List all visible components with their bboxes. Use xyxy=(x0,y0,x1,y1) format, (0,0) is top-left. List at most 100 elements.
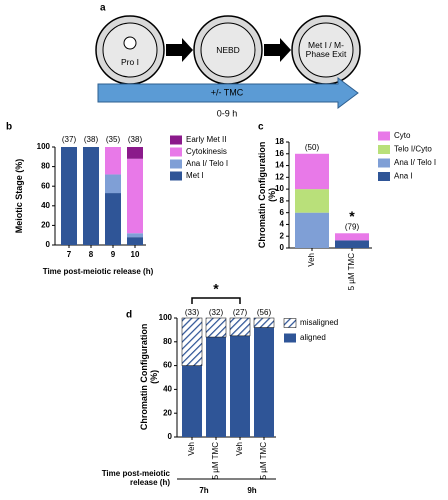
stages xyxy=(95,15,361,85)
bar-segment xyxy=(83,147,99,245)
legend-label: Met I xyxy=(186,171,204,180)
legend-label: Telo I/Cyto xyxy=(394,145,432,154)
n-label: (27) xyxy=(233,308,248,317)
stage-arrow xyxy=(166,38,291,62)
y-tick-label: 40 xyxy=(41,201,50,210)
legend-label: Early Met II xyxy=(186,135,226,144)
x-tick-label: Veh xyxy=(187,442,196,456)
y-tick-label: 0 xyxy=(280,243,285,252)
bar-segment xyxy=(127,158,143,234)
bar-segment xyxy=(127,237,143,245)
legend-swatch xyxy=(170,135,182,145)
bar-segment xyxy=(335,240,369,248)
x-tick-label: 7 xyxy=(67,250,72,259)
y-tick-label: 18 xyxy=(275,137,284,146)
treatment-arrow xyxy=(97,77,359,109)
group-label: 9h xyxy=(247,486,256,495)
legend-label: aligned xyxy=(300,333,326,342)
legend-swatch xyxy=(170,159,182,169)
legend-swatch xyxy=(378,158,390,168)
y-tick-label: 6 xyxy=(280,208,285,217)
n-label: (37) xyxy=(62,135,77,144)
bar-segment xyxy=(295,212,329,248)
bar-segment xyxy=(295,153,329,190)
x-tick-label: 10 xyxy=(131,250,140,259)
bar-segment xyxy=(105,193,121,245)
bracket xyxy=(191,297,241,304)
y-tick-label: 12 xyxy=(275,172,284,181)
panel-label: d xyxy=(126,310,132,321)
y-tick-label: 60 xyxy=(163,361,172,370)
legend-label: Ana I/ Telo I xyxy=(186,159,228,168)
panel-label: a xyxy=(100,3,106,14)
stage-label: Pro I xyxy=(121,56,139,67)
x-axis-title: Time post-meiotic release (h) xyxy=(43,267,154,276)
legend-swatch xyxy=(283,318,297,328)
x-tick-label: 8 xyxy=(89,250,94,259)
y-tick-label: 10 xyxy=(275,184,284,193)
stage-label: NEBD xyxy=(216,44,240,55)
n-label: (38) xyxy=(128,135,143,144)
y-tick-label: 14 xyxy=(275,161,284,170)
x-tick-label: 9 xyxy=(111,250,116,259)
legend-swatch xyxy=(378,131,390,141)
legend-swatch xyxy=(378,172,390,181)
y-tick-label: 16 xyxy=(275,149,284,158)
arrow-label: +/- TMC xyxy=(211,87,244,97)
bar-segment xyxy=(206,337,226,437)
y-tick-label: 8 xyxy=(280,196,285,205)
legend-swatch xyxy=(284,333,296,343)
bracket-label: * xyxy=(213,281,219,297)
panel-label: c xyxy=(258,122,264,133)
bar-segment xyxy=(127,147,143,159)
y-tick-label: 100 xyxy=(159,313,173,322)
legend-label: Ana I xyxy=(394,172,413,181)
legend-label: Cyto xyxy=(394,131,411,140)
n-label: (38) xyxy=(84,135,99,144)
bar-segment xyxy=(181,317,203,366)
y-tick-label: 2 xyxy=(280,231,285,240)
bar-segment xyxy=(253,317,275,328)
x-tick-label: 5 µM TMC xyxy=(211,442,220,480)
y-axis-title: Chromatin Configuration (%) xyxy=(139,323,159,431)
n-label: (50) xyxy=(305,143,320,152)
y-tick-label: 20 xyxy=(41,221,50,230)
y-tick-label: 60 xyxy=(41,181,50,190)
legend-label: Cytokinesis xyxy=(186,147,227,156)
bar-segment xyxy=(182,365,202,437)
n-label: (33) xyxy=(185,308,200,317)
y-tick-label: 0 xyxy=(168,432,173,441)
panel-label: b xyxy=(6,122,12,133)
n-label: (79) xyxy=(345,222,360,231)
annotation: * xyxy=(349,208,355,224)
bar-segment xyxy=(254,327,274,437)
legend-label: Ana I/ Telo I xyxy=(394,158,436,167)
x-tick-label: Veh xyxy=(307,253,316,267)
n-label: (56) xyxy=(257,308,272,317)
y-tick-label: 4 xyxy=(280,220,285,229)
bar-segment xyxy=(229,317,251,337)
group-axis-title: Time post-meiotic release (h) xyxy=(101,469,170,487)
n-label: (32) xyxy=(209,308,224,317)
group-label: 7h xyxy=(199,486,208,495)
bar-segment xyxy=(295,189,329,213)
y-tick-label: 20 xyxy=(163,408,172,417)
stage-label: Met I / M-Phase Exit xyxy=(305,39,347,59)
bar-segment xyxy=(230,335,250,437)
y-axis-title: Meiotic Stage (%) xyxy=(14,158,25,234)
y-tick-label: 0 xyxy=(46,240,51,249)
y-tick-label: 80 xyxy=(41,162,50,171)
legend-swatch xyxy=(170,171,182,181)
x-tick-label: 5 µM TMC xyxy=(259,442,268,480)
x-tick-label: Veh xyxy=(235,442,244,456)
legend-swatch xyxy=(378,145,390,154)
bar-segment xyxy=(127,233,143,238)
y-axis-title: Chromatin Configuration (%) xyxy=(257,141,277,249)
legend-label: misaligned xyxy=(300,318,338,327)
y-tick-label: 100 xyxy=(37,142,51,151)
duration: 0-9 h xyxy=(217,108,238,118)
y-tick-label: 80 xyxy=(163,337,172,346)
bar-segment xyxy=(105,174,121,194)
